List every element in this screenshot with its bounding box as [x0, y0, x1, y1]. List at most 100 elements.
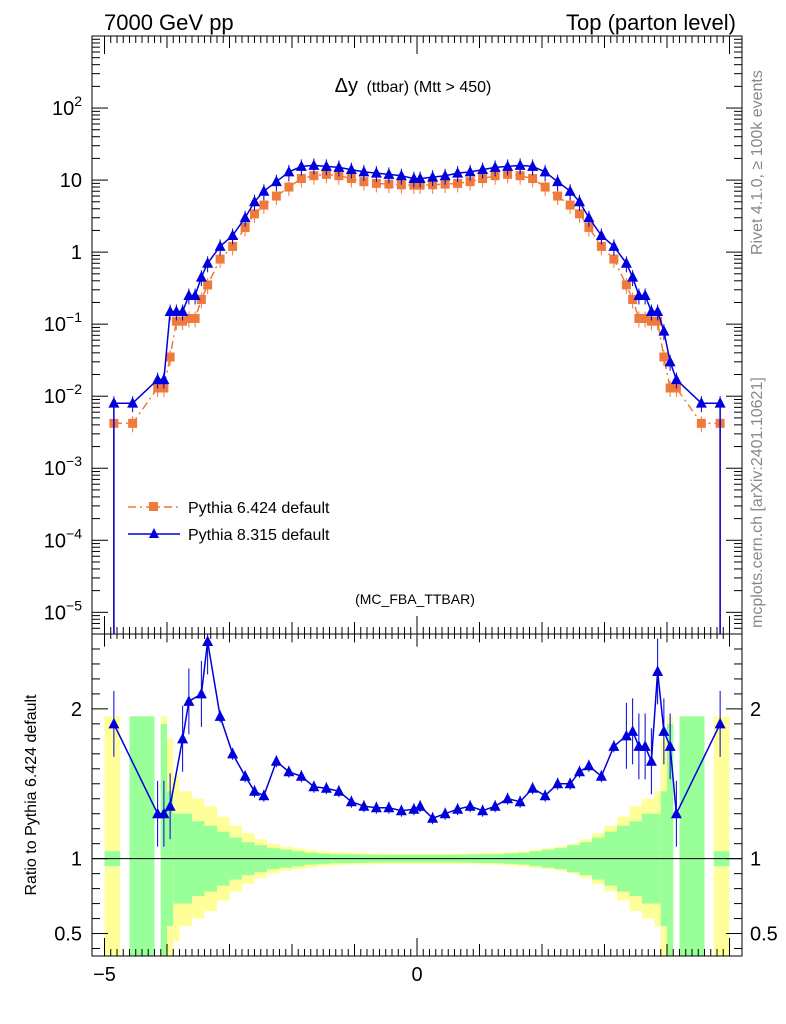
ratio-point: [652, 665, 664, 676]
y-tick-label-exponent: −1: [66, 309, 82, 325]
ratio-point: [308, 780, 320, 792]
y-tick-label-exponent: 2: [74, 93, 82, 109]
data-point-p8: [639, 289, 651, 300]
data-point-p6: [190, 313, 200, 323]
ratio-point: [527, 782, 539, 793]
y-tick-label-base: 10: [44, 458, 66, 480]
ratio-point: [489, 800, 501, 811]
data-point-p8: [539, 165, 551, 177]
ratio-point: [408, 803, 420, 814]
data-point-p6: [640, 313, 650, 323]
y-tick-label: 10−2: [44, 381, 82, 408]
data-point-p8: [439, 169, 451, 181]
data-point-p8: [395, 169, 407, 181]
main-plot-frame: [91, 35, 743, 635]
ratio-point: [383, 801, 395, 813]
ratio-point: [477, 804, 489, 816]
x-tick-label: 0: [411, 964, 422, 986]
data-point-p8: [214, 240, 226, 251]
ratio-point: [227, 747, 239, 759]
legend-marker-p6: [149, 502, 158, 511]
data-point-p6: [228, 241, 238, 251]
analysis-label: (MC_FBA_TTBAR): [355, 591, 475, 607]
data-point-p8: [502, 160, 514, 171]
ratio-point: [627, 725, 639, 736]
y-tick-label-base: 10: [60, 170, 82, 192]
ratio-point: [595, 770, 607, 781]
ratio-y-tick-label-left: 0.5: [54, 924, 82, 946]
ratio-point: [370, 801, 382, 813]
y-tick-label-exponent: −2: [66, 381, 82, 397]
ratio-point: [552, 777, 564, 789]
ratio-point: [164, 800, 176, 811]
data-point-p6: [553, 191, 563, 201]
ratio-point: [358, 800, 370, 811]
ratio-point: [639, 740, 651, 751]
ratio-point: [108, 717, 120, 729]
data-point-p6: [184, 313, 194, 323]
data-point-p8: [583, 211, 595, 223]
data-point-p6: [396, 180, 406, 190]
legend-label-p8: Pythia 8.315 default: [188, 527, 330, 544]
ratio-point: [658, 725, 670, 736]
ratio-point: [452, 803, 464, 814]
data-point-p6: [250, 209, 259, 219]
ratio-point: [714, 717, 726, 729]
data-point-p6: [296, 174, 306, 184]
data-point-p6: [215, 254, 225, 264]
data-point-p6: [371, 178, 381, 188]
data-point-p8: [464, 165, 476, 177]
data-point-p6: [196, 294, 206, 304]
data-point-p8: [477, 163, 489, 175]
ratio-point: [195, 687, 207, 699]
band-yellow: [726, 716, 730, 956]
ratio-point: [583, 759, 595, 771]
plot-title: Δy (ttbar) (Mtt > 450): [335, 75, 492, 97]
data-point-p8: [370, 167, 382, 178]
data-point-p6: [653, 316, 663, 326]
ratio-point: [395, 804, 407, 816]
data-point-p8: [608, 240, 620, 251]
data-point-p6: [621, 280, 631, 290]
y-tick-label: 10−3: [44, 453, 82, 480]
data-point-p6: [240, 222, 250, 232]
ratio-point: [345, 795, 357, 807]
header-left: 7000 GeV pp: [104, 10, 234, 35]
data-series: [108, 158, 726, 634]
legend: Pythia 6.424 default Pythia 8.315 defaul…: [128, 500, 330, 544]
ratio-ylabel: Ratio to Pythia 6.424 default: [23, 694, 40, 896]
ratio-y-tick-label-right: 1: [750, 849, 761, 871]
data-point-p8: [383, 168, 395, 179]
legend-marker-p8: [149, 528, 159, 538]
y-tick-label-base: 10: [44, 602, 66, 624]
ratio-point: [214, 710, 226, 721]
data-point-p8: [189, 289, 201, 300]
band-green: [142, 716, 155, 956]
data-point-p6: [271, 191, 281, 201]
y-tick-label-exponent: −5: [66, 597, 82, 613]
y-tick-label: 1: [71, 242, 82, 264]
data-point-p8: [564, 185, 576, 196]
y-tick-label: 10−5: [44, 597, 82, 624]
ratio-point: [539, 789, 551, 801]
data-point-p8: [195, 271, 207, 282]
ratio-point: [670, 807, 682, 819]
data-point-p8: [414, 172, 426, 184]
ratio-point: [608, 740, 620, 751]
data-point-p8: [270, 175, 282, 187]
data-point-p6: [609, 254, 619, 264]
side-text-bottom: mcplots.cern.ch [arXiv:2401.10621]: [749, 377, 766, 628]
data-point-p8: [427, 171, 439, 182]
plot-title-rest: (ttbar) (Mtt > 450): [366, 79, 491, 96]
y-tick-label: 102: [52, 93, 82, 120]
ratio-point: [270, 755, 282, 766]
y-tick-label: 10: [60, 170, 82, 192]
data-point-p8: [620, 257, 632, 268]
data-point-p6: [596, 241, 606, 251]
band-green: [679, 716, 692, 956]
data-point-p8: [127, 397, 139, 408]
ratio-point: [295, 770, 307, 781]
y-tick-label-base: 10: [44, 386, 66, 408]
band-green: [667, 723, 674, 956]
